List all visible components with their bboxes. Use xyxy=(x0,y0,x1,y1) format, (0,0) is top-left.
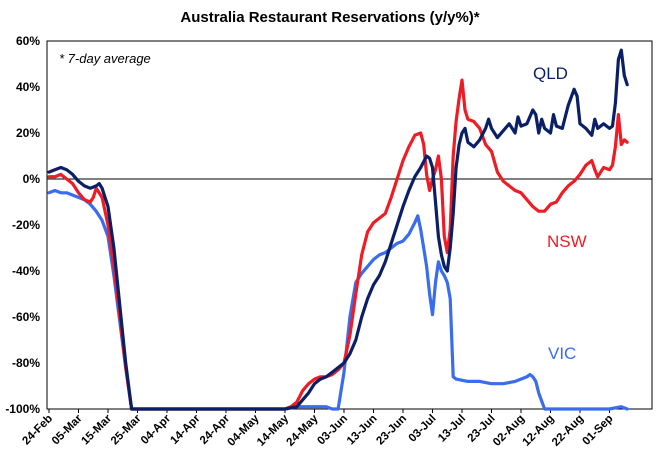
series-layer xyxy=(47,48,629,411)
x-tick-label: 02-Aug xyxy=(491,413,527,449)
chart-annotation: * 7-day average xyxy=(59,51,151,66)
x-tick-label: 04-May xyxy=(226,412,262,448)
series-labels: QLD NSW VIC xyxy=(533,64,587,363)
x-tick-label: 03-Jul xyxy=(407,413,439,445)
y-tick-label: -20% xyxy=(12,218,40,232)
x-tick-label: 13-Jul xyxy=(436,413,468,445)
x-tick-label: 24-May xyxy=(285,412,321,448)
x-tick-label: 23-Jun xyxy=(374,413,409,448)
series-label-qld: QLD xyxy=(533,64,568,83)
x-tick-label: 12-Aug xyxy=(521,413,557,449)
x-tick-label: 22-Aug xyxy=(550,413,586,449)
y-axis: 60% 40% 20% 0% -20% -40% -60% -80% -100% xyxy=(5,34,40,416)
y-tick-label: 0% xyxy=(23,172,41,186)
x-tick-label: 04-Apr xyxy=(139,412,174,447)
x-tick-label: 05-Mar xyxy=(50,412,85,447)
y-tick-label: -40% xyxy=(12,264,40,278)
series-label-vic: VIC xyxy=(548,344,576,363)
x-tick-label: 03-Jun xyxy=(315,413,350,448)
chart-title: Australia Restaurant Reservations (y/y%)… xyxy=(180,9,479,26)
y-tick-label: 60% xyxy=(16,34,40,48)
x-tick-label: 01-Sep xyxy=(580,413,615,448)
y-tick-label: -60% xyxy=(12,310,40,324)
x-tick-label: 15-Mar xyxy=(79,412,114,447)
x-tick-label: 14-May xyxy=(255,412,291,448)
x-axis: 24-Feb05-Mar15-Mar25-Mar04-Apr14-Apr24-A… xyxy=(20,409,616,449)
x-tick-label: 13-Jun xyxy=(345,413,380,448)
series-line-qld xyxy=(47,48,629,411)
series-label-nsw: NSW xyxy=(547,232,587,251)
y-tick-label: 20% xyxy=(16,126,40,140)
x-tick-label: 24-Feb xyxy=(20,413,55,448)
y-tick-label: -80% xyxy=(12,356,40,370)
plot-area xyxy=(46,40,653,410)
y-tick-label: -100% xyxy=(5,402,40,416)
y-tick-label: 40% xyxy=(16,80,40,94)
x-tick-label: 25-Mar xyxy=(109,412,144,447)
x-tick-label: 14-Apr xyxy=(168,412,203,447)
